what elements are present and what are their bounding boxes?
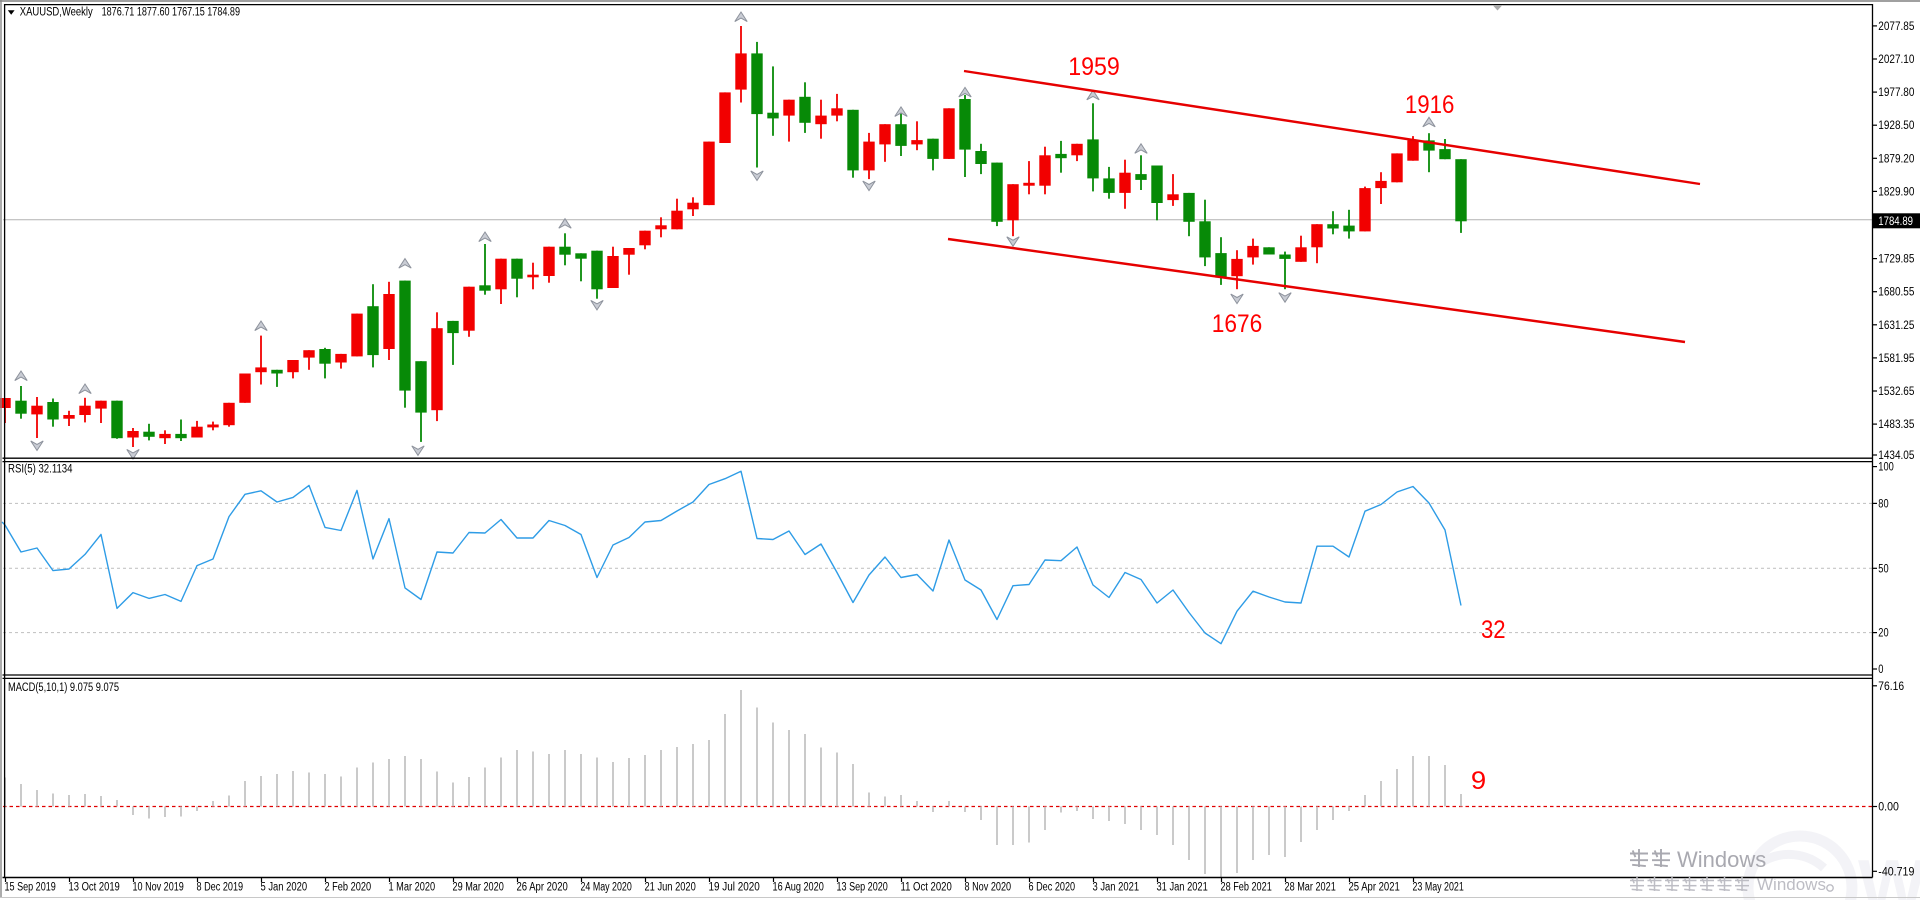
svg-text:2027.10: 2027.10 <box>1878 54 1914 66</box>
svg-text:76.16: 76.16 <box>1878 681 1904 693</box>
svg-text:1977.80: 1977.80 <box>1878 87 1914 99</box>
svg-text:25 Apr 2021: 25 Apr 2021 <box>1349 882 1400 894</box>
svg-text:28 Mar 2021: 28 Mar 2021 <box>1285 882 1336 894</box>
svg-text:100: 100 <box>1878 462 1894 474</box>
svg-text:1784.89: 1784.89 <box>1878 216 1913 228</box>
svg-text:24 May 2020: 24 May 2020 <box>581 882 632 894</box>
svg-text:0: 0 <box>1878 664 1883 676</box>
svg-text:1829.90: 1829.90 <box>1878 186 1914 198</box>
svg-text:50: 50 <box>1878 563 1888 575</box>
svg-text:RSI(5) 32.1134: RSI(5) 32.1134 <box>8 464 73 476</box>
svg-text:21 Jun 2020: 21 Jun 2020 <box>645 882 696 894</box>
svg-text:1676: 1676 <box>1212 310 1263 338</box>
svg-text:8 Nov 2020: 8 Nov 2020 <box>965 882 1012 894</box>
svg-text:3 Jan 2021: 3 Jan 2021 <box>1093 882 1140 894</box>
svg-text:32: 32 <box>1481 616 1506 644</box>
svg-text:1928.50: 1928.50 <box>1878 120 1914 132</box>
svg-text:1434.05: 1434.05 <box>1878 450 1914 462</box>
svg-text:0.00: 0.00 <box>1878 802 1899 814</box>
svg-text:10 Nov 2019: 10 Nov 2019 <box>133 882 184 894</box>
svg-text:16 Aug 2020: 16 Aug 2020 <box>773 882 824 894</box>
svg-text:13 Oct 2019: 13 Oct 2019 <box>69 882 120 894</box>
svg-text:WikiFX: WikiFX <box>1858 846 1920 900</box>
svg-text:9: 9 <box>1471 767 1486 795</box>
svg-text:1631.25: 1631.25 <box>1878 320 1914 332</box>
svg-text:29 Mar 2020: 29 Mar 2020 <box>453 882 504 894</box>
svg-text:26 Apr 2020: 26 Apr 2020 <box>517 882 568 894</box>
svg-text:20: 20 <box>1878 628 1888 640</box>
svg-text:-40.719: -40.719 <box>1878 866 1914 878</box>
svg-text:1581.95: 1581.95 <box>1878 353 1914 365</box>
svg-text:Windows: Windows <box>1757 875 1826 894</box>
svg-text:Windows: Windows <box>1677 847 1766 872</box>
svg-text:31 Jan 2021: 31 Jan 2021 <box>1157 882 1208 894</box>
svg-text:XAUUSD,Weekly: XAUUSD,Weekly <box>20 6 93 18</box>
svg-text:6 Dec 2020: 6 Dec 2020 <box>1029 882 1076 894</box>
svg-text:23 May 2021: 23 May 2021 <box>1413 882 1464 894</box>
svg-text:1532.65: 1532.65 <box>1878 386 1914 398</box>
svg-text:15 Sep 2019: 15 Sep 2019 <box>5 882 56 894</box>
svg-text:1729.85: 1729.85 <box>1878 254 1914 266</box>
svg-text:11 Oct 2020: 11 Oct 2020 <box>901 882 952 894</box>
svg-text:MACD(5,10,1) 9.075 9.075: MACD(5,10,1) 9.075 9.075 <box>8 682 119 694</box>
svg-text:1879.20: 1879.20 <box>1878 153 1914 165</box>
svg-text:1959: 1959 <box>1068 53 1120 81</box>
svg-text:5 Jan 2020: 5 Jan 2020 <box>261 882 308 894</box>
svg-text:2077.85: 2077.85 <box>1878 21 1914 33</box>
svg-text:1916: 1916 <box>1405 91 1455 119</box>
svg-text:1483.35: 1483.35 <box>1878 419 1914 431</box>
svg-text:1 Mar 2020: 1 Mar 2020 <box>389 882 436 894</box>
svg-text:13 Sep 2020: 13 Sep 2020 <box>837 882 888 894</box>
svg-text:1680.55: 1680.55 <box>1878 287 1914 299</box>
svg-text:8 Dec 2019: 8 Dec 2019 <box>197 882 244 894</box>
svg-text:28 Feb 2021: 28 Feb 2021 <box>1221 882 1272 894</box>
svg-text:2 Feb 2020: 2 Feb 2020 <box>325 882 372 894</box>
svg-text:80: 80 <box>1878 498 1888 510</box>
svg-text:19 Jul 2020: 19 Jul 2020 <box>709 882 760 894</box>
svg-text:1876.71 1877.60 1767.15 1784.8: 1876.71 1877.60 1767.15 1784.89 <box>102 6 240 18</box>
